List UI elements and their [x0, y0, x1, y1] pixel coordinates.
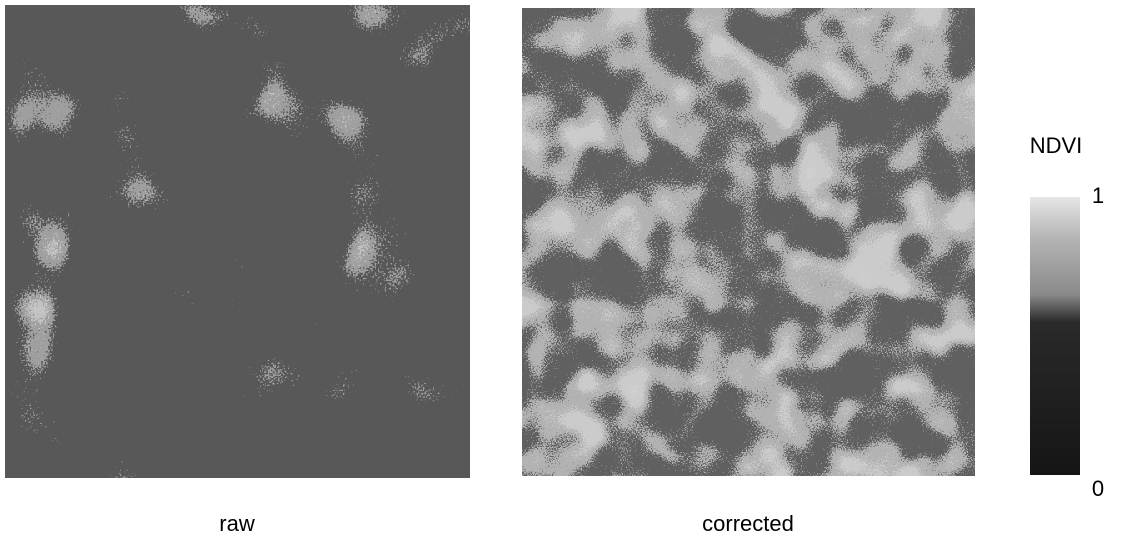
colorbar-ticks: 01 — [1092, 183, 1104, 501]
figure: raw corrected NDVI 01 — [0, 0, 1121, 542]
raw-image — [5, 5, 470, 478]
colorbar-tick-label: 0 — [1092, 476, 1104, 501]
colorbar — [1030, 197, 1080, 475]
colorbar-tick-label: 1 — [1092, 183, 1104, 208]
panel-label: corrected — [702, 511, 794, 536]
colorbar-label: NDVI — [1030, 133, 1083, 158]
corrected-image — [522, 8, 975, 476]
panel-label: raw — [219, 511, 255, 536]
